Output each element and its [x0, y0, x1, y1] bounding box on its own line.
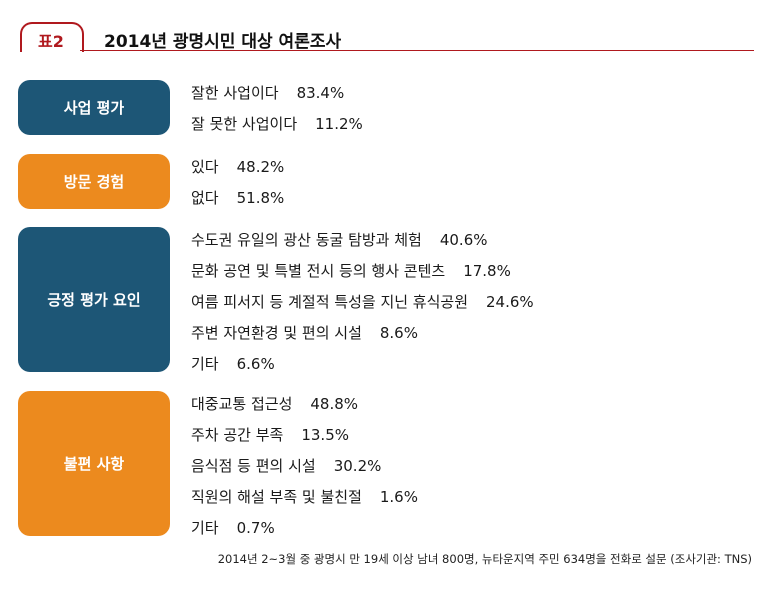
list-item: 대중교통 접근성 48.8% — [191, 389, 418, 420]
item-percentage: 17.8% — [463, 262, 511, 280]
list-item: 있다 48.2% — [191, 152, 284, 183]
list-item: 주변 자연환경 및 편의 시설 8.6% — [191, 318, 534, 349]
item-percentage: 48.8% — [310, 395, 359, 413]
header-rule-line — [80, 50, 754, 51]
inconveniences-list: 대중교통 접근성 48.8% 주차 공간 부족 13.5% 음식점 등 편의 시설 30.… — [191, 389, 418, 544]
table-header: 표2 2014년 광명시민 대상 여론조사 — [14, 18, 754, 54]
list-item: 음식점 등 편의 시설 30.2% — [191, 451, 418, 482]
list-item: 잘한 사업이다 83.4% — [191, 78, 363, 109]
list-item: 잘 못한 사업이다 11.2% — [191, 109, 363, 140]
visit-experience-badge: 방문 경험 — [18, 154, 170, 209]
header-tab-frame — [20, 22, 84, 52]
item-text: 대중교통 접근성 — [191, 395, 293, 413]
item-text: 주차 공간 부족 — [191, 426, 284, 444]
item-text: 있다 — [191, 158, 219, 176]
item-percentage: 11.2% — [315, 115, 363, 133]
item-text: 기타 — [191, 519, 219, 537]
item-text: 문화 공연 및 특별 전시 등의 행사 콘텐츠 — [191, 262, 446, 280]
survey-footnote: 2014년 2~3월 중 광명시 만 19세 이상 남녀 800명, 뉴타운지역… — [217, 552, 752, 566]
item-text: 직원의 해설 부족 및 불친절 — [191, 488, 362, 506]
list-item: 기타 0.7% — [191, 513, 418, 544]
item-text: 수도권 유일의 광산 동굴 탐방과 체험 — [191, 231, 422, 249]
item-percentage: 24.6% — [486, 293, 534, 311]
item-text: 잘 못한 사업이다 — [191, 115, 298, 133]
item-percentage: 8.6% — [379, 324, 418, 342]
item-percentage: 30.2% — [333, 457, 382, 475]
table-title: 2014년 광명시민 대상 여론조사 — [104, 32, 342, 52]
item-text: 잘한 사업이다 — [191, 84, 279, 102]
inconveniences-badge: 불편 사항 — [18, 391, 170, 536]
positive-factors-list: 수도권 유일의 광산 동굴 탐방과 체험 40.6% 문화 공연 및 특별 전시 등… — [191, 225, 534, 380]
list-item: 없다 51.8% — [191, 183, 284, 214]
list-item: 기타 6.6% — [191, 349, 534, 380]
list-item: 여름 피서지 등 계절적 특성을 지닌 휴식공원 24.6% — [191, 287, 534, 318]
table-number-label: 표2 — [38, 32, 64, 51]
business-evaluation-list: 잘한 사업이다 83.4% 잘 못한 사업이다 11.2% — [191, 78, 363, 140]
list-item: 문화 공연 및 특별 전시 등의 행사 콘텐츠 17.8% — [191, 256, 534, 287]
item-percentage: 6.6% — [236, 355, 275, 373]
item-percentage: 40.6% — [439, 231, 488, 249]
item-text: 주변 자연환경 및 편의 시설 — [191, 324, 362, 342]
item-percentage: 1.6% — [379, 488, 418, 506]
business-evaluation-badge: 사업 평가 — [18, 80, 170, 135]
item-text: 기타 — [191, 355, 219, 373]
visit-experience-list: 있다 48.2% 없다 51.8% — [191, 152, 284, 214]
item-text: 여름 피서지 등 계절적 특성을 지닌 휴식공원 — [191, 293, 469, 311]
list-item: 주차 공간 부족 13.5% — [191, 420, 418, 451]
item-text: 음식점 등 편의 시설 — [191, 457, 316, 475]
item-percentage: 83.4% — [296, 84, 345, 102]
item-percentage: 51.8% — [236, 189, 285, 207]
item-percentage: 0.7% — [236, 519, 275, 537]
list-item: 수도권 유일의 광산 동굴 탐방과 체험 40.6% — [191, 225, 534, 256]
list-item: 직원의 해설 부족 및 불친절 1.6% — [191, 482, 418, 513]
item-percentage: 13.5% — [301, 426, 349, 444]
positive-factors-badge: 긍정 평가 요인 — [18, 227, 170, 372]
item-percentage: 48.2% — [236, 158, 285, 176]
item-text: 없다 — [191, 189, 219, 207]
